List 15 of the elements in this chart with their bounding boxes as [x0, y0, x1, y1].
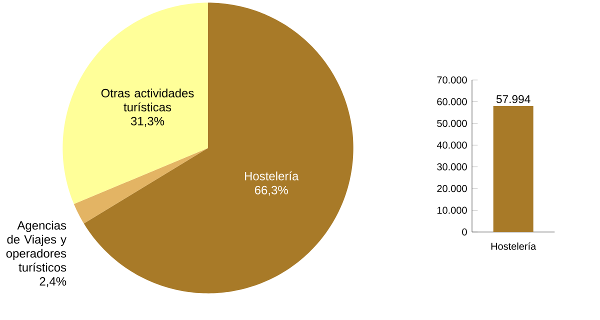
y-tick-label: 10.000 — [437, 206, 467, 214]
y-tick-label: 60.000 — [437, 98, 467, 106]
y-tick-label: 30.000 — [437, 163, 467, 170]
y-tick-label: 40.000 — [436, 142, 467, 149]
slice-label: Otras actividades turísticas — [101, 88, 194, 112]
slice-label: Agencias de Viajes y operadores turísticos — [6, 220, 67, 272]
y-tick-label: 70.000 — [437, 76, 467, 84]
data-label: 57.994 — [496, 95, 530, 104]
y-tick-label: 20.000 — [437, 185, 467, 192]
data-label: 31,3% — [130, 116, 164, 127]
data-label: 66,3% — [254, 186, 288, 196]
slice-label: Hostelería — [244, 171, 299, 180]
y-tick-label: 50.000 — [437, 120, 467, 127]
y-tick-label: 0 — [462, 228, 467, 236]
data-label: 2,4% — [40, 277, 66, 288]
